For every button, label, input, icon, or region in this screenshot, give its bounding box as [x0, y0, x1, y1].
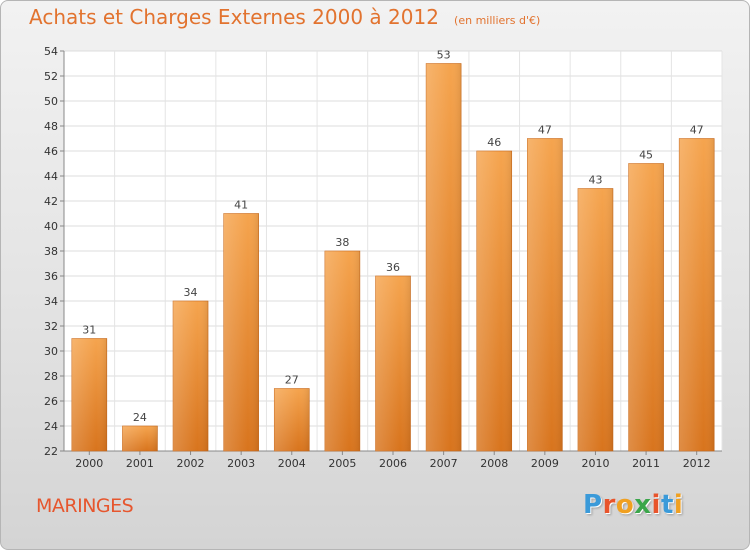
commune-name: MARINGES: [36, 495, 134, 517]
y-tick-label: 48: [44, 120, 58, 133]
x-tick-label: 2010: [581, 457, 609, 470]
y-tick-label: 34: [44, 295, 58, 308]
x-tick-label: 2002: [177, 457, 205, 470]
x-tick-label: 2006: [379, 457, 407, 470]
x-tick-label: 2008: [480, 457, 508, 470]
y-tick-label: 28: [44, 370, 58, 383]
data-label: 43: [588, 174, 602, 187]
x-tick-label: 2004: [278, 457, 306, 470]
bar-shade: [476, 151, 512, 451]
logo-letter: P: [583, 490, 603, 520]
bar-shade: [71, 338, 107, 451]
y-tick-label: 26: [44, 395, 58, 408]
proxiti-logo: Proxiti: [583, 490, 683, 520]
y-tick-label: 40: [44, 220, 58, 233]
y-tick-label: 54: [44, 45, 58, 58]
y-tick-label: 42: [44, 195, 58, 208]
data-label: 45: [639, 149, 653, 162]
y-tick-label: 52: [44, 70, 58, 83]
y-tick-label: 24: [44, 420, 58, 433]
data-label: 47: [690, 124, 704, 137]
logo-letter: i: [673, 490, 684, 520]
y-tick-label: 44: [44, 170, 58, 183]
data-label: 53: [437, 49, 451, 62]
bar-shade: [426, 63, 462, 451]
bar-shade: [679, 138, 715, 451]
logo-letter: t: [660, 490, 674, 520]
y-tick-label: 30: [44, 345, 58, 358]
unit-note: (en milliers d'€): [454, 14, 541, 27]
data-label: 46: [487, 136, 501, 149]
x-tick-label: 2003: [227, 457, 255, 470]
logo-letter: i: [651, 490, 661, 520]
x-tick-label: 2007: [430, 457, 458, 470]
data-label: 27: [285, 374, 299, 387]
data-label: 41: [234, 199, 248, 212]
bar-shade: [122, 426, 158, 451]
chart-title: Achats et Charges Externes 2000 à 2012: [29, 5, 439, 29]
y-tick-label: 46: [44, 145, 58, 158]
y-tick-label: 22: [44, 445, 58, 458]
data-label: 31: [82, 324, 96, 337]
data-label: 47: [538, 124, 552, 137]
x-tick-label: 2000: [75, 457, 103, 470]
bar-shade: [223, 213, 259, 451]
x-tick-label: 2001: [126, 457, 154, 470]
bar-shade: [375, 276, 411, 451]
bar-shade: [324, 251, 360, 451]
data-label: 38: [335, 236, 349, 249]
x-tick-label: 2011: [632, 457, 660, 470]
data-label: 36: [386, 261, 400, 274]
bar-shade: [628, 163, 664, 451]
logo-letter: r: [602, 490, 616, 520]
x-tick-label: 2009: [531, 457, 559, 470]
y-tick-label: 32: [44, 320, 58, 333]
logo-letter: x: [634, 490, 652, 520]
bar-shade: [527, 138, 563, 451]
y-tick-label: 38: [44, 245, 58, 258]
y-tick-label: 36: [44, 270, 58, 283]
x-tick-label: 2005: [328, 457, 356, 470]
bar-shade: [274, 388, 310, 451]
chart-title-block: Achats et Charges Externes 2000 à 2012 (…: [29, 5, 540, 29]
y-tick-label: 50: [44, 95, 58, 108]
logo-letter: o: [615, 490, 635, 520]
data-label: 24: [133, 411, 147, 424]
bar-shade: [577, 188, 613, 451]
bar-shade: [173, 301, 209, 451]
data-label: 34: [184, 286, 198, 299]
x-tick-label: 2012: [683, 457, 711, 470]
